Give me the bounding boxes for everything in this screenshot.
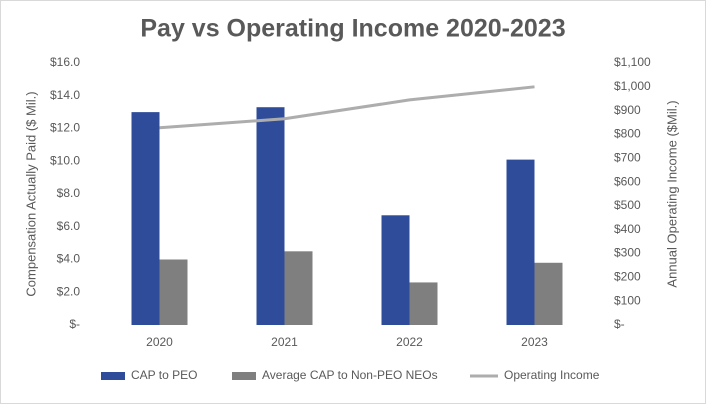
y-axis-label: Compensation Actually Paid ($ Mil.) [23,91,38,296]
y-tick-label: $12.0 [50,121,80,135]
y2-tick-label: $900 [614,103,641,117]
y2-tick-label: $500 [614,198,641,212]
y-tick-label: $4.0 [57,252,81,266]
y-tick-label: $16.0 [50,55,80,69]
bar [381,215,410,325]
y2-tick-label: $600 [614,174,641,188]
y-tick-label: $14.0 [50,88,80,102]
legend-swatch [101,372,125,380]
y2-tick-label: $400 [614,222,641,236]
bar [256,107,285,326]
y2-axis-label: Annual Operating Income ($Mil.) [664,100,679,287]
bar [534,262,563,325]
y-tick-label: $- [69,317,80,331]
legend-swatch [232,372,256,380]
y-tick-label: $10.0 [50,153,80,167]
x-tick-label: 2023 [521,335,548,349]
bar [506,159,535,325]
legend-label: Operating Income [504,368,600,382]
y2-tick-label: $- [614,317,625,331]
x-tick-label: 2022 [396,335,423,349]
y-tick-label: $6.0 [57,219,81,233]
y2-tick-label: $800 [614,127,641,141]
y2-tick-label: $1,100 [614,55,651,69]
x-tick-label: 2020 [146,335,173,349]
y2-tick-label: $1,000 [614,79,651,93]
y2-tick-label: $300 [614,246,641,260]
bar [131,112,160,325]
y-tick-label: $2.0 [57,284,81,298]
line-series [159,85,535,130]
chart-title: Pay vs Operating Income 2020-2023 [140,15,565,43]
legend-label: Average CAP to Non-PEO NEOs [262,368,438,382]
bar [284,251,313,325]
legend-label: CAP to PEO [131,368,197,382]
x-tick-label: 2021 [271,335,298,349]
y2-tick-label: $100 [614,293,641,307]
bar [409,282,438,325]
y-tick-label: $8.0 [57,186,81,200]
bar [159,259,188,325]
y2-tick-label: $200 [614,270,641,284]
y2-tick-label: $700 [614,150,641,164]
